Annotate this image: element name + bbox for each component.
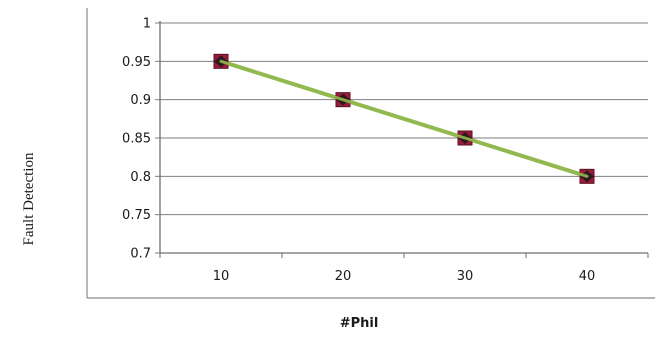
- y-tick-label: 0.7: [130, 247, 151, 262]
- series-line-overlay: [219, 59, 589, 178]
- x-tick-labels: 10 20 30 40: [213, 269, 596, 284]
- y-tick-labels: 0.7 0.75 0.8 0.85 0.9 0.95 1: [122, 17, 151, 262]
- y-tick-label: 0.8: [130, 170, 151, 185]
- y-axis-label: Fault Detection: [21, 152, 37, 245]
- x-tick-label: 20: [335, 269, 352, 284]
- x-tick-label: 10: [213, 269, 230, 284]
- y-tick-label: 0.95: [122, 55, 151, 70]
- chart-frame: [86, 8, 655, 299]
- y-tick-label: 0.9: [130, 93, 151, 108]
- y-tick-label: 0.85: [122, 132, 151, 147]
- gridlines: [155, 22, 648, 254]
- x-axis-label: #Phil: [340, 316, 379, 331]
- x-tick-label: 40: [579, 269, 596, 284]
- series-layer: [213, 53, 595, 184]
- axes: [159, 21, 649, 258]
- y-tick-label: 1: [143, 17, 151, 32]
- x-tick-label: 30: [457, 269, 474, 284]
- y-tick-label: 0.75: [122, 208, 151, 223]
